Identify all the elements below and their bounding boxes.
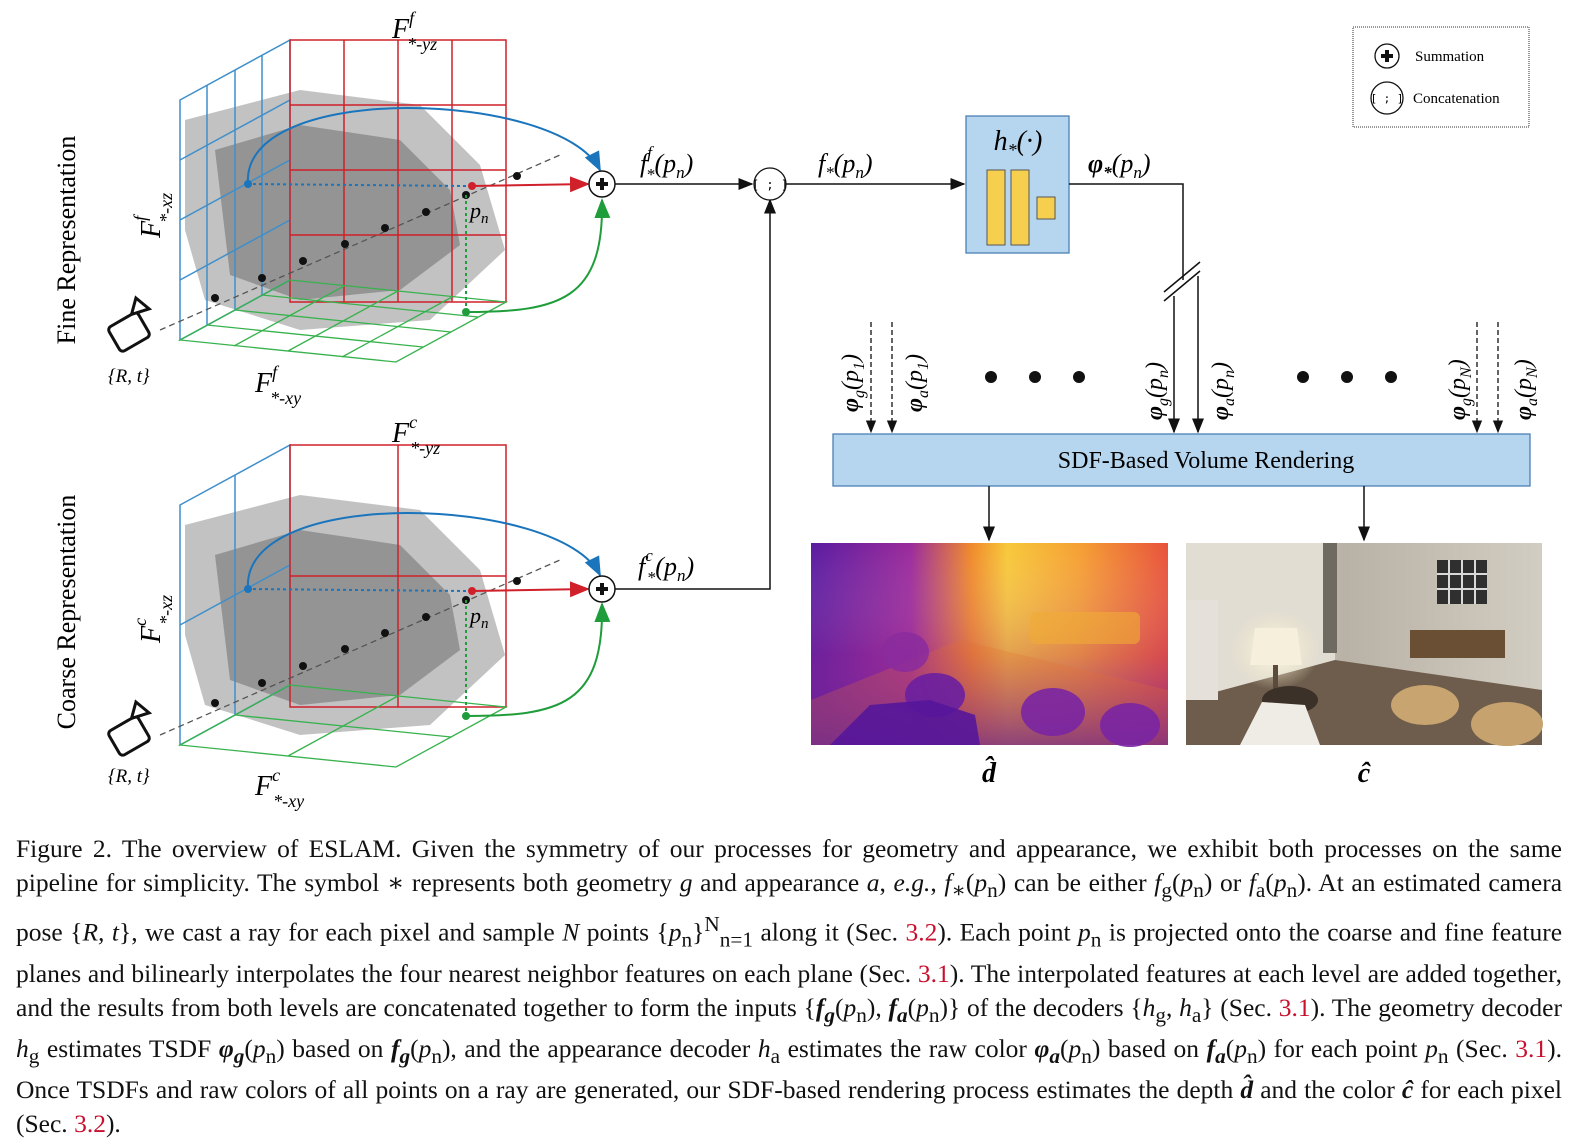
coarse-representation-label: Coarse Representation xyxy=(52,495,81,730)
coarse-feature-label: fc *(pn) xyxy=(638,546,694,587)
fine-ray xyxy=(159,154,561,331)
feature-flow: ff *(pn) fc *(pn) [ ; ] f*(pn) h*(·) φ*(pn… xyxy=(615,115,1204,590)
fine-summation-node xyxy=(588,170,616,198)
decoder-label: h*(·) xyxy=(994,126,1043,160)
fine-green-arrow xyxy=(465,198,611,313)
legend-box: Summation [ ; ] Concatenation xyxy=(1352,26,1530,128)
coarse-xy-label: Fc *-xy xyxy=(254,765,304,811)
ref-3-2-a[interactable]: 3.2 xyxy=(905,917,938,947)
legend-concatenation-label: Concatenation xyxy=(1413,91,1500,107)
legend-summation-label: Summation xyxy=(1415,49,1485,65)
color-image xyxy=(1186,543,1543,746)
fine-red-arrow xyxy=(471,176,590,193)
ellipsis-dots-right xyxy=(1297,371,1397,383)
legend-concat-symbol: [ ; ] xyxy=(1370,92,1403,105)
fine-xy-label: Ff *-xy xyxy=(254,362,301,408)
ref-3-1-a[interactable]: 3.1 xyxy=(917,958,950,988)
fine-pose-label: {R, t} xyxy=(108,366,150,387)
concat-feature-label: f*(pn) xyxy=(818,149,873,182)
fine-blue-arrow xyxy=(246,107,601,185)
concatenation-legend-icon xyxy=(1370,81,1404,115)
fine-camera-icon xyxy=(107,295,153,353)
ref-3-1-c[interactable]: 3.1 xyxy=(1515,1033,1548,1063)
ellipsis-dots-left xyxy=(985,371,1085,383)
decoder-layer-2 xyxy=(1010,169,1030,246)
rendering-inputs: φg(p1) φa(p1) φg(pn) φa(pn) φg(pN) φa(pN… xyxy=(838,322,1541,434)
fine-xy-plane xyxy=(177,279,509,363)
ref-3-1-b[interactable]: 3.1 xyxy=(1278,992,1311,1022)
coarse-xz-label: Fc *-xz xyxy=(130,595,176,644)
input-phi-g-pn: φg(pn) xyxy=(1142,362,1172,420)
fine-representation-label: Fine Representation xyxy=(52,136,81,345)
coarse-green-arrow xyxy=(465,602,611,717)
coarse-yz-plane xyxy=(289,444,507,708)
coarse-xy-plane xyxy=(177,684,509,768)
decoder-layer-1 xyxy=(986,169,1006,246)
volume-rendering-label: SDF-Based Volume Rendering xyxy=(1058,448,1354,474)
fine-representation: Fine Representation Ff *-yz Ff *-xz Ff *-xy xyxy=(52,8,616,408)
figure-caption: Figure 2. The overview of ESLAM. Given t… xyxy=(16,834,1563,1138)
coarse-representation: Coarse Representation Fc *-yz Fc *-xz Fc *-… xyxy=(52,412,616,811)
input-phi-a-p1: φa(p1) xyxy=(902,354,932,412)
coarse-pose-label: {R, t} xyxy=(108,766,150,787)
coarse-red-arrow xyxy=(471,581,590,598)
coarse-camera-icon xyxy=(107,699,153,757)
decoder-block: h*(·) xyxy=(965,115,1070,254)
coarse-summation-node xyxy=(588,575,616,603)
fine-xz-label: Ff *-xz xyxy=(130,193,176,239)
coarse-blue-arrow xyxy=(246,512,601,590)
coarse-ray-samples xyxy=(211,577,521,707)
fine-yz-plane xyxy=(289,39,507,303)
color-output-label: ĉ xyxy=(1358,758,1371,789)
depth-output-label: d̂ xyxy=(982,756,997,789)
input-phi-g-pN: φg(pN) xyxy=(1445,359,1475,420)
svg-text:[ ; ]: [ ; ] xyxy=(752,178,788,192)
input-phi-a-pn: φa(pn) xyxy=(1208,362,1238,420)
decoder-layer-3 xyxy=(1036,196,1056,220)
depth-image xyxy=(811,543,1168,747)
coarse-ray xyxy=(159,559,561,736)
fine-feature-label: ff *(pn) xyxy=(640,143,693,184)
decoder-output-label: φ*(pn) xyxy=(1088,149,1151,182)
input-phi-g-p1: φg(p1) xyxy=(838,354,868,412)
ref-3-2-b[interactable]: 3.2 xyxy=(74,1108,106,1138)
concatenation-node: [ ; ] xyxy=(752,167,788,201)
eslam-overview-figure: Fine Representation Ff *-yz Ff *-xz Ff *-xy xyxy=(52,8,1543,811)
volume-rendering-block: SDF-Based Volume Rendering xyxy=(832,433,1531,542)
input-phi-a-pN: φa(pN) xyxy=(1511,359,1541,420)
